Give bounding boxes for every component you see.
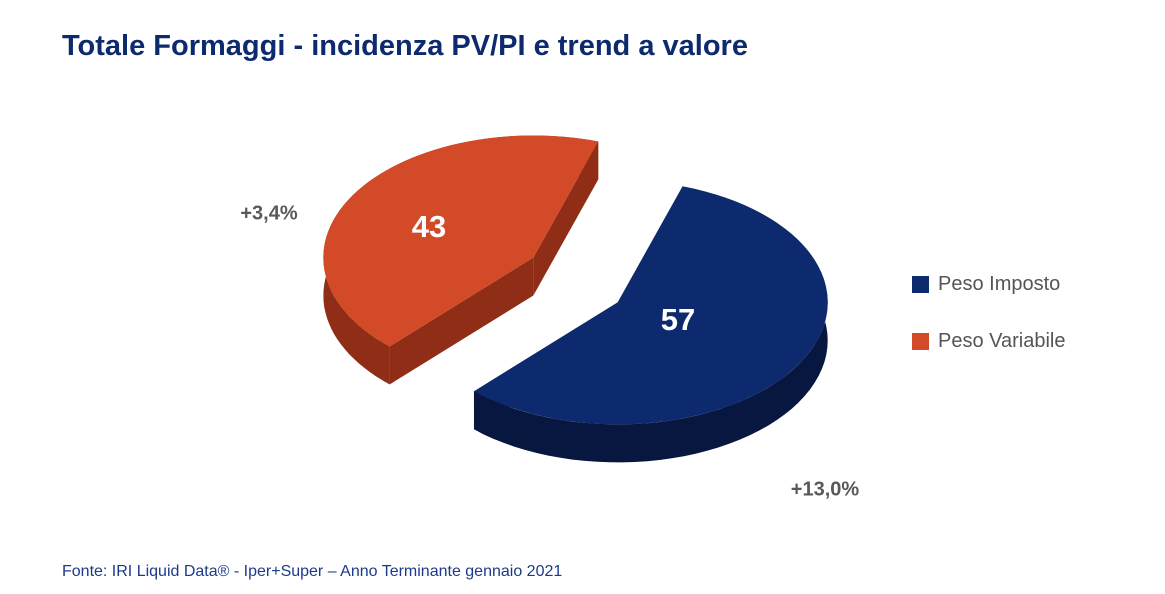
source-note: Fonte: IRI Liquid Data® - Iper+Super – A…	[62, 563, 563, 580]
value-label-peso-variabile: 43	[412, 209, 446, 244]
value-label-peso-imposto: 57	[661, 302, 695, 337]
pie-slice-cut-peso-variabile	[389, 257, 534, 385]
pie-slice-peso-imposto	[473, 186, 828, 463]
trend-label-peso-imposto: +13,0%	[791, 478, 860, 500]
chart-title: Totale Formaggi - incidenza PV/PI e tren…	[62, 30, 748, 62]
legend-item-peso-variabile: Peso Variabile	[912, 330, 1065, 353]
legend-swatch-peso-imposto	[912, 276, 929, 293]
pie-slice-peso-variabile	[323, 135, 599, 385]
pie-slice-cut-peso-variabile	[533, 141, 599, 296]
pie-slice-side-peso-imposto	[474, 186, 828, 463]
legend-label-peso-variabile: Peso Variabile	[938, 330, 1066, 352]
legend-item-peso-imposto: Peso Imposto	[912, 273, 1060, 296]
pie-slice-top-peso-variabile	[323, 135, 599, 347]
pie-slice-top-peso-imposto	[473, 186, 828, 425]
legend-swatch-peso-variabile	[912, 333, 929, 350]
trend-label-peso-variabile: +3,4%	[240, 202, 297, 224]
legend-label-peso-imposto: Peso Imposto	[938, 273, 1061, 295]
